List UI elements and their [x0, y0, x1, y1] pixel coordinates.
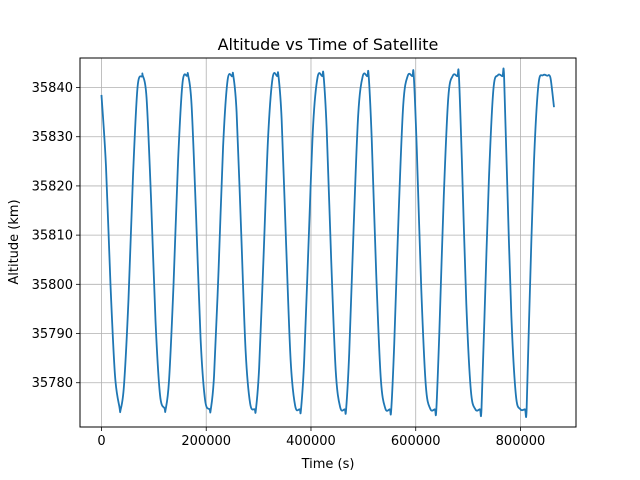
x-axis: 0 200000 400000 600000 800000: [97, 427, 545, 449]
y-tick-label: 35830: [32, 130, 73, 145]
y-tick-label: 35810: [32, 229, 73, 244]
y-tick-label: 35840: [32, 81, 73, 96]
grid-layer: [80, 58, 576, 427]
x-tick-label: 200000: [181, 434, 231, 449]
series-layer: [100, 67, 555, 418]
y-tick-label: 35800: [32, 278, 73, 293]
y-axis-title: Altitude (km): [7, 199, 22, 284]
axes-frame: [79, 57, 577, 428]
y-tick-label: 35820: [32, 179, 73, 194]
altitude-series-line: [100, 67, 555, 418]
y-tick-label: 35780: [32, 376, 73, 391]
x-tick-label: 600000: [391, 434, 441, 449]
x-axis-title: Time (s): [301, 457, 355, 472]
chart-title: Altitude vs Time of Satellite: [218, 35, 439, 54]
y-axis: 35780 35790 35800 35810 35820 35830 35840: [32, 81, 80, 391]
x-tick-label: 0: [97, 434, 105, 449]
x-tick-label: 400000: [286, 434, 336, 449]
y-tick-label: 35790: [32, 327, 73, 342]
x-tick-label: 800000: [496, 434, 546, 449]
